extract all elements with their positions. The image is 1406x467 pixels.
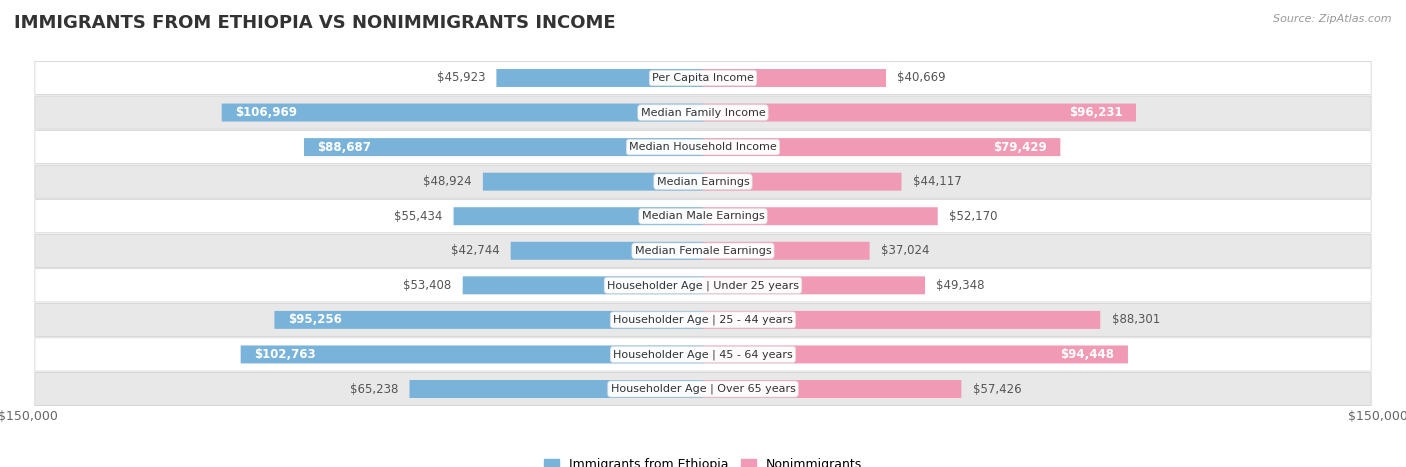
Text: Source: ZipAtlas.com: Source: ZipAtlas.com bbox=[1274, 14, 1392, 24]
FancyBboxPatch shape bbox=[35, 269, 1371, 302]
Text: $95,256: $95,256 bbox=[288, 313, 342, 326]
Text: $106,969: $106,969 bbox=[235, 106, 297, 119]
Text: $49,348: $49,348 bbox=[936, 279, 984, 292]
FancyBboxPatch shape bbox=[274, 311, 703, 329]
Text: $45,923: $45,923 bbox=[437, 71, 485, 85]
Text: Householder Age | Over 65 years: Householder Age | Over 65 years bbox=[610, 384, 796, 394]
Text: $53,408: $53,408 bbox=[404, 279, 451, 292]
FancyBboxPatch shape bbox=[703, 242, 869, 260]
Text: Median Earnings: Median Earnings bbox=[657, 177, 749, 187]
Text: Median Household Income: Median Household Income bbox=[628, 142, 778, 152]
Text: Householder Age | Under 25 years: Householder Age | Under 25 years bbox=[607, 280, 799, 290]
Text: $79,429: $79,429 bbox=[993, 141, 1047, 154]
Text: $102,763: $102,763 bbox=[254, 348, 316, 361]
Text: Median Male Earnings: Median Male Earnings bbox=[641, 211, 765, 221]
FancyBboxPatch shape bbox=[240, 346, 703, 363]
FancyBboxPatch shape bbox=[703, 380, 962, 398]
Text: $37,024: $37,024 bbox=[880, 244, 929, 257]
Text: Median Female Earnings: Median Female Earnings bbox=[634, 246, 772, 256]
FancyBboxPatch shape bbox=[222, 104, 703, 121]
Text: $57,426: $57,426 bbox=[973, 382, 1021, 396]
FancyBboxPatch shape bbox=[703, 346, 1128, 363]
FancyBboxPatch shape bbox=[304, 138, 703, 156]
Text: $96,231: $96,231 bbox=[1069, 106, 1122, 119]
Text: $48,924: $48,924 bbox=[423, 175, 471, 188]
Legend: Immigrants from Ethiopia, Nonimmigrants: Immigrants from Ethiopia, Nonimmigrants bbox=[538, 453, 868, 467]
Text: $55,434: $55,434 bbox=[394, 210, 443, 223]
FancyBboxPatch shape bbox=[35, 199, 1371, 233]
FancyBboxPatch shape bbox=[463, 276, 703, 294]
FancyBboxPatch shape bbox=[703, 311, 1101, 329]
Text: $44,117: $44,117 bbox=[912, 175, 962, 188]
FancyBboxPatch shape bbox=[35, 303, 1371, 337]
FancyBboxPatch shape bbox=[35, 165, 1371, 198]
FancyBboxPatch shape bbox=[496, 69, 703, 87]
FancyBboxPatch shape bbox=[454, 207, 703, 225]
Text: $65,238: $65,238 bbox=[350, 382, 398, 396]
FancyBboxPatch shape bbox=[35, 234, 1371, 268]
FancyBboxPatch shape bbox=[409, 380, 703, 398]
FancyBboxPatch shape bbox=[703, 138, 1060, 156]
FancyBboxPatch shape bbox=[703, 104, 1136, 121]
Text: Householder Age | 25 - 44 years: Householder Age | 25 - 44 years bbox=[613, 315, 793, 325]
FancyBboxPatch shape bbox=[703, 276, 925, 294]
FancyBboxPatch shape bbox=[35, 338, 1371, 371]
Text: Per Capita Income: Per Capita Income bbox=[652, 73, 754, 83]
FancyBboxPatch shape bbox=[703, 69, 886, 87]
Text: $42,744: $42,744 bbox=[451, 244, 499, 257]
FancyBboxPatch shape bbox=[510, 242, 703, 260]
FancyBboxPatch shape bbox=[703, 173, 901, 191]
Text: $40,669: $40,669 bbox=[897, 71, 946, 85]
FancyBboxPatch shape bbox=[35, 96, 1371, 129]
FancyBboxPatch shape bbox=[482, 173, 703, 191]
Text: $88,301: $88,301 bbox=[1112, 313, 1160, 326]
FancyBboxPatch shape bbox=[35, 61, 1371, 95]
Text: Median Family Income: Median Family Income bbox=[641, 107, 765, 118]
Text: $52,170: $52,170 bbox=[949, 210, 997, 223]
FancyBboxPatch shape bbox=[35, 130, 1371, 164]
Text: $88,687: $88,687 bbox=[318, 141, 371, 154]
Text: IMMIGRANTS FROM ETHIOPIA VS NONIMMIGRANTS INCOME: IMMIGRANTS FROM ETHIOPIA VS NONIMMIGRANT… bbox=[14, 14, 616, 32]
Text: $94,448: $94,448 bbox=[1060, 348, 1115, 361]
Text: Householder Age | 45 - 64 years: Householder Age | 45 - 64 years bbox=[613, 349, 793, 360]
FancyBboxPatch shape bbox=[35, 372, 1371, 406]
FancyBboxPatch shape bbox=[703, 207, 938, 225]
